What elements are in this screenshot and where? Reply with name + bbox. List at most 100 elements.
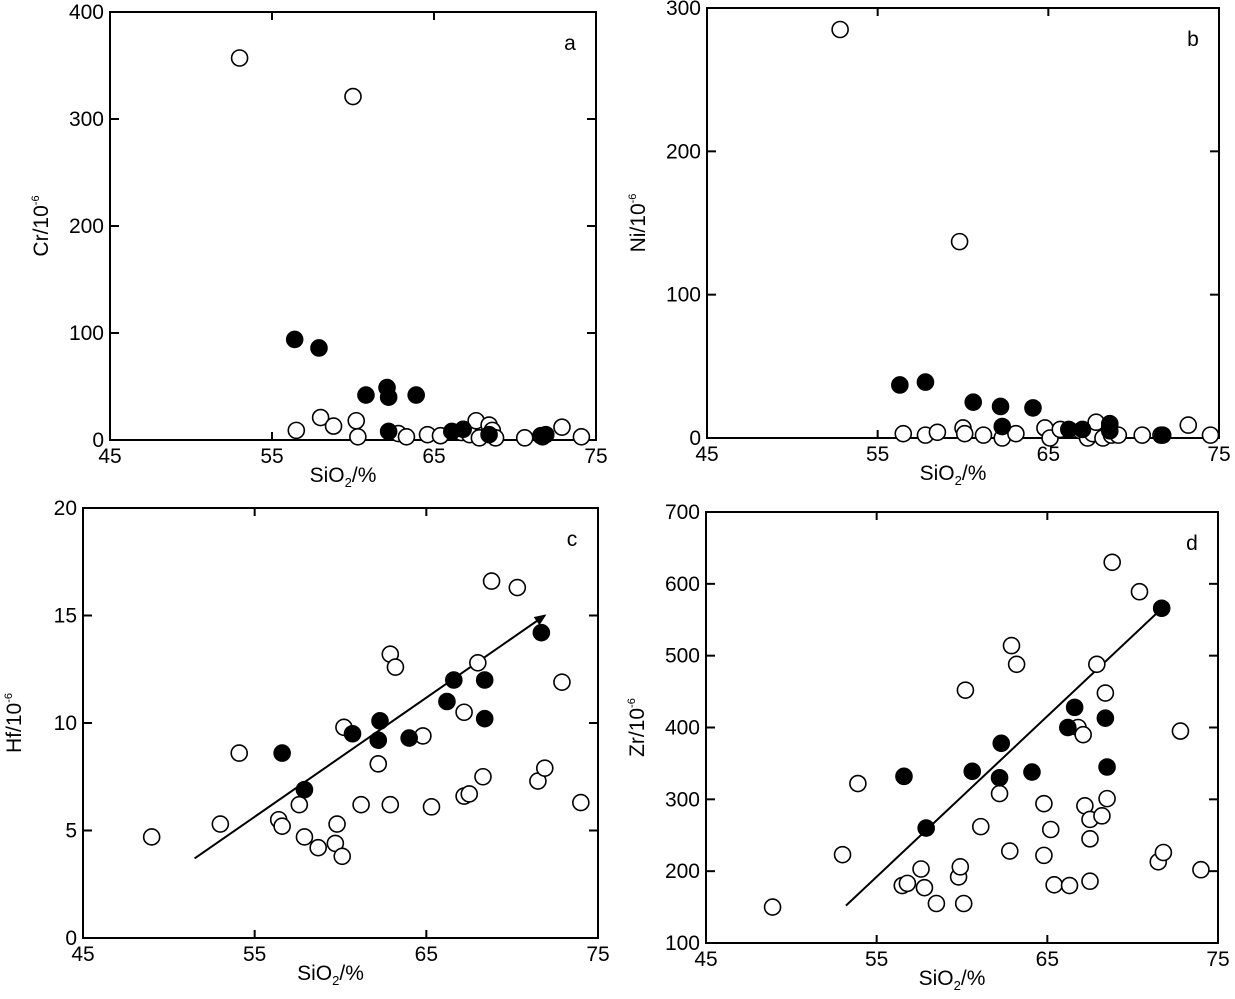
data-point-open (763, 898, 782, 916)
data-point-open (369, 755, 388, 773)
y-tick-label: 100 (665, 932, 700, 955)
y-tick-label: 200 (666, 140, 701, 163)
data-point-filled (992, 734, 1011, 753)
data-point-open (352, 795, 370, 814)
y-tick-label: 0 (92, 429, 104, 452)
data-point-filled (454, 420, 472, 439)
data-point-open (1000, 842, 1019, 860)
y-tick-label: 300 (666, 0, 701, 20)
data-point-open (344, 87, 362, 106)
data-point-filled (438, 692, 456, 711)
data-point-open (397, 427, 416, 446)
y-tick-label: 100 (69, 322, 104, 345)
data-point-filled (371, 712, 389, 730)
data-point-filled (1024, 399, 1042, 417)
data-point-open (1060, 876, 1079, 895)
data-point-filled (1023, 763, 1041, 781)
data-point-open (1093, 807, 1111, 825)
x-tick-label: 75 (584, 445, 607, 468)
data-point-filled (990, 768, 1009, 787)
data-point-open (535, 759, 554, 777)
panel-a: 45 55 65 75 0 100 200 300 400 SiO2/% Cr/10-6 a (30, 1, 608, 490)
data-point-filled (475, 709, 494, 728)
x-tick-label: 55 (865, 948, 888, 971)
data-point-open (1098, 789, 1116, 808)
data-point-filled (400, 729, 418, 747)
x-tick-label: 55 (260, 445, 283, 468)
x-axis-title: SiO2/% (310, 464, 377, 490)
data-point-filled (310, 339, 328, 357)
data-point-open (422, 798, 441, 816)
data-point-open (142, 828, 161, 846)
data-point-open (572, 793, 590, 812)
data-point-filled (1073, 420, 1092, 439)
data-point-open (290, 795, 309, 814)
data-point-open (324, 417, 343, 435)
x-tick-label: 55 (243, 943, 266, 966)
y-tick-label: 200 (665, 860, 700, 883)
trend-arrow (845, 604, 1167, 907)
data-point-open (553, 673, 571, 691)
data-point-open (956, 681, 975, 699)
data-point-open (347, 411, 366, 430)
y-tick-label: 700 (665, 501, 700, 524)
data-point-open (1130, 582, 1149, 601)
x-tick-label: 75 (586, 943, 609, 966)
data-point-open (1007, 655, 1026, 674)
x-tick-label: 65 (422, 445, 445, 468)
data-point-open (273, 817, 291, 836)
data-point-open (927, 894, 946, 913)
y-tick-label: 15 (54, 605, 77, 628)
x-tick-label: 45 (71, 943, 94, 966)
data-point-open (474, 767, 492, 786)
data-point-open (1081, 872, 1099, 891)
data-point-open (386, 658, 405, 676)
data-point-filled (407, 386, 425, 404)
data-point-open (1041, 820, 1060, 839)
data-point-filled (991, 397, 1010, 416)
data-point-open (381, 795, 400, 814)
x-axis-title: SiO2/% (920, 462, 987, 488)
x-tick-label: 75 (1207, 443, 1230, 466)
data-point-open (1035, 794, 1053, 813)
data-point-filled (285, 330, 304, 349)
data-point-open (971, 817, 990, 836)
data-point-open (482, 572, 501, 590)
data-point-filled (444, 671, 463, 689)
x-tick-label: 45 (98, 445, 121, 468)
data-point-filled (295, 780, 314, 799)
data-point-filled (891, 376, 909, 394)
data-point-open (460, 785, 479, 803)
data-point-open (1154, 843, 1173, 862)
data-point-open (572, 427, 591, 446)
data-point-open (950, 232, 969, 251)
data-point-filled (475, 671, 494, 689)
data-point-filled (369, 731, 388, 750)
trend-arrow (194, 614, 547, 860)
x-tick-label: 45 (695, 443, 718, 466)
x-axis-title: SiO2/% (297, 962, 364, 988)
data-point-open (333, 847, 352, 866)
y-tick-label: 500 (665, 645, 700, 668)
data-point-open (951, 858, 970, 876)
panel-letter: c (567, 528, 578, 551)
data-point-filled (1098, 758, 1116, 776)
data-point-open (1201, 426, 1220, 444)
y-tick-label: 400 (69, 1, 104, 24)
x-tick-label: 45 (694, 948, 717, 971)
data-point-open (1007, 424, 1025, 443)
x-axis-title: SiO2/% (919, 967, 986, 993)
y-axis-title: Ni/10-6 (627, 194, 650, 253)
data-point-open (1133, 426, 1151, 444)
data-point-filled (1153, 426, 1172, 444)
data-point-open (311, 408, 330, 427)
data-point-open (230, 744, 249, 762)
x-tick-label: 65 (1037, 443, 1060, 466)
y-axis-title: Zr/10-6 (626, 698, 649, 757)
data-point-filled (1065, 698, 1084, 717)
data-point-open (349, 427, 367, 446)
data-point-open (1081, 830, 1099, 848)
data-point-open (912, 860, 930, 878)
data-point-open (915, 878, 934, 897)
